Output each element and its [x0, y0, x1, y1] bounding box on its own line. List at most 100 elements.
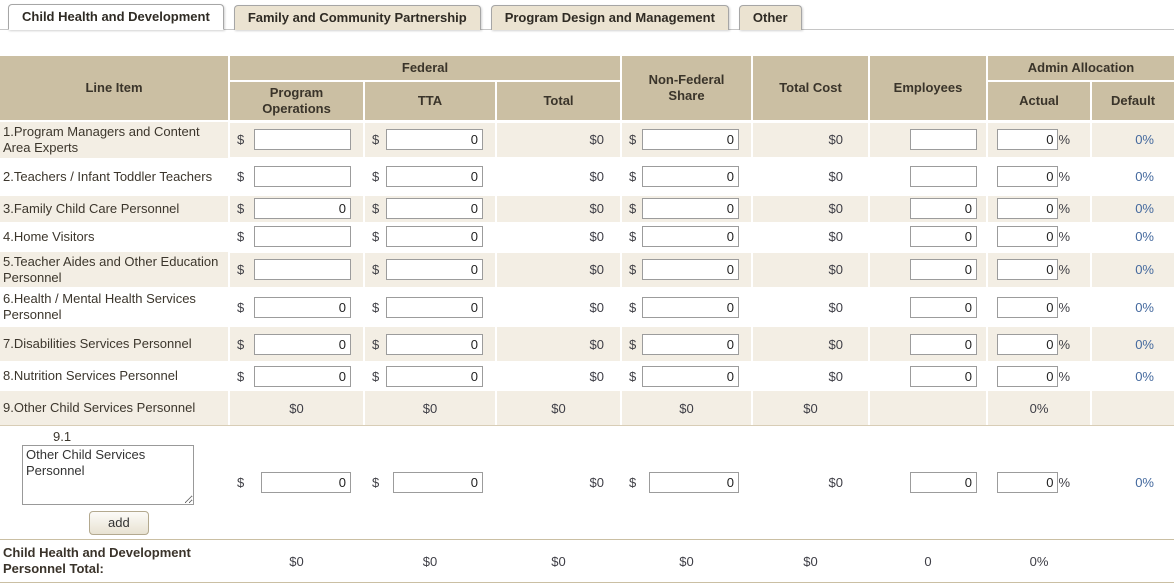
employees-input[interactable] — [910, 226, 977, 248]
add-button[interactable]: add — [89, 511, 149, 536]
default-allocation-link[interactable]: 0% — [1092, 290, 1174, 325]
federal-total-value: $0 — [497, 223, 622, 250]
federal-total-value: $0 — [497, 327, 622, 362]
table-row-2: 2.Teachers / Infant Toddler Teachers $ $… — [0, 159, 1174, 194]
employees-input[interactable] — [910, 365, 977, 387]
line-item-label: 9.Other Child Services Personnel — [0, 391, 230, 426]
tta-input[interactable] — [386, 166, 483, 188]
total-cost-value: $0 — [753, 429, 870, 536]
employees-input[interactable] — [910, 259, 977, 281]
custom-line-item-textarea[interactable]: Other Child Services Personnel — [22, 445, 194, 506]
non-federal-share-input[interactable] — [642, 259, 739, 281]
non-federal-share-input[interactable] — [642, 226, 739, 248]
tta-input[interactable] — [386, 296, 483, 318]
tta-cell: $ — [365, 363, 497, 390]
total-cost-total: $0 — [753, 540, 870, 583]
tab-family-and-community-partnership[interactable]: Family and Community Partnership — [233, 5, 481, 30]
dollar-sign: $ — [237, 368, 245, 384]
program-operations-input[interactable] — [254, 365, 351, 387]
total-cost-value: $0 — [753, 327, 870, 362]
non-federal-share-input[interactable] — [642, 365, 739, 387]
non-federal-share-input[interactable] — [642, 129, 739, 151]
program-operations-cell: $ — [230, 159, 365, 194]
default-allocation-link[interactable]: 0% — [1092, 122, 1174, 157]
employees-input[interactable] — [910, 198, 977, 220]
default-allocation-link[interactable]: 0% — [1092, 429, 1174, 536]
program-operations-input[interactable] — [254, 129, 351, 151]
program-operations-input[interactable] — [254, 296, 351, 318]
line-item-label: 5.Teacher Aides and Other Education Pers… — [0, 251, 230, 288]
default-allocation-link[interactable]: 0% — [1092, 363, 1174, 390]
actual-allocation-input[interactable] — [997, 129, 1059, 151]
default-allocation-link[interactable]: 0% — [1092, 327, 1174, 362]
default-allocation-link[interactable]: 0% — [1092, 195, 1174, 222]
program-operations-input[interactable] — [254, 259, 351, 281]
tta-cell: $ — [365, 327, 497, 362]
table-row-9-1: 9.1 Other Child Services Personnel add $… — [0, 425, 1174, 540]
dollar-sign: $ — [372, 368, 380, 384]
actual-allocation-input[interactable] — [997, 166, 1059, 188]
program-operations-input[interactable] — [254, 333, 351, 355]
non-federal-share-input[interactable] — [649, 472, 739, 494]
employees-input[interactable] — [910, 166, 977, 188]
employees-input[interactable] — [910, 129, 977, 151]
tta-input[interactable] — [386, 365, 483, 387]
program-operations-input[interactable] — [254, 226, 351, 248]
non-federal-share-input[interactable] — [642, 296, 739, 318]
employees-input[interactable] — [910, 333, 977, 355]
percent-sign: % — [1058, 336, 1070, 352]
default-allocation-link[interactable]: 0% — [1092, 252, 1174, 287]
actual-allocation-input[interactable] — [997, 198, 1059, 220]
tta-input[interactable] — [386, 259, 483, 281]
percent-sign: % — [1058, 169, 1070, 185]
actual-allocation-input[interactable] — [997, 226, 1059, 248]
tta-value: $0 — [365, 391, 497, 426]
program-operations-value: $0 — [230, 391, 365, 426]
tab-child-health-and-development[interactable]: Child Health and Development — [8, 4, 224, 30]
actual-allocation-input[interactable] — [997, 472, 1059, 494]
non-federal-share-cell: $ — [622, 290, 753, 325]
table-row-5: 5.Teacher Aides and Other Education Pers… — [0, 251, 1174, 288]
line-item-label: 1.Program Managers and Content Area Expe… — [0, 122, 230, 158]
dollar-sign: $ — [372, 169, 380, 185]
tta-input[interactable] — [393, 472, 483, 494]
default-allocation-link[interactable]: 0% — [1092, 159, 1174, 194]
employees-input[interactable] — [910, 296, 977, 318]
tta-input[interactable] — [386, 226, 483, 248]
non-federal-share-cell: $ — [622, 363, 753, 390]
tab-other[interactable]: Other — [738, 5, 802, 30]
program-operations-input[interactable] — [261, 472, 351, 494]
non-federal-share-input[interactable] — [642, 166, 739, 188]
tta-cell: $ — [365, 223, 497, 250]
dollar-sign: $ — [372, 299, 380, 315]
actual-allocation-input[interactable] — [997, 333, 1059, 355]
actual-allocation-cell: % — [988, 122, 1092, 157]
employees-cell — [870, 159, 988, 194]
table-row-4: 4.Home Visitors $ $ $0 $ $0 % 0% — [0, 223, 1174, 250]
dollar-sign: $ — [629, 169, 637, 185]
default-allocation-link[interactable]: 0% — [1092, 223, 1174, 250]
employees-input[interactable] — [910, 472, 977, 494]
tta-cell: $ — [365, 252, 497, 287]
tab-program-design-and-management[interactable]: Program Design and Management — [490, 5, 729, 30]
tta-input[interactable] — [386, 333, 483, 355]
tta-input[interactable] — [386, 129, 483, 151]
actual-allocation-total: 0% — [988, 540, 1092, 583]
non-federal-share-input[interactable] — [642, 198, 739, 220]
actual-allocation-input[interactable] — [997, 259, 1059, 281]
percent-sign: % — [1058, 201, 1070, 217]
tta-input[interactable] — [386, 198, 483, 220]
percent-sign: % — [1058, 299, 1070, 315]
table-row-6: 6.Health / Mental Health Services Person… — [0, 289, 1174, 326]
actual-allocation-cell: % — [988, 429, 1092, 536]
non-federal-share-input[interactable] — [642, 333, 739, 355]
total-cost-value: $0 — [753, 252, 870, 287]
actual-allocation-input[interactable] — [997, 365, 1059, 387]
actual-allocation-input[interactable] — [997, 296, 1059, 318]
program-operations-cell: $ — [230, 327, 365, 362]
program-operations-input[interactable] — [254, 198, 351, 220]
federal-total-value: $0 — [497, 363, 622, 390]
program-operations-cell: $ — [230, 252, 365, 287]
program-operations-input[interactable] — [254, 166, 351, 188]
program-operations-cell: $ — [230, 223, 365, 250]
